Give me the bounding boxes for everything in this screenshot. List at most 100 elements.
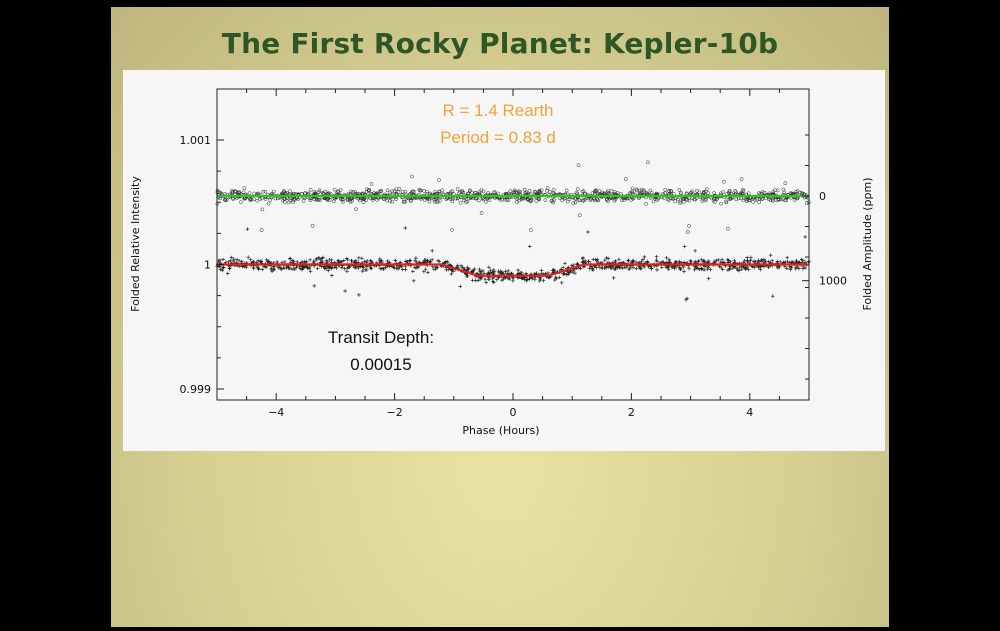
data-point	[329, 258, 334, 262]
data-point	[613, 267, 617, 271]
data-point	[507, 277, 511, 281]
data-point	[223, 198, 227, 202]
data-point	[218, 267, 223, 272]
data-point	[528, 228, 533, 232]
data-point	[702, 258, 706, 263]
data-point	[719, 201, 723, 206]
data-point	[667, 267, 671, 272]
data-point	[799, 190, 804, 195]
data-point	[432, 199, 437, 204]
data-point	[330, 265, 335, 269]
data-point	[560, 198, 565, 203]
data-point	[626, 258, 631, 263]
data-point	[745, 197, 750, 201]
data-point	[259, 228, 264, 232]
data-point	[427, 199, 432, 204]
data-point	[413, 259, 417, 263]
data-point	[460, 190, 465, 195]
data-point	[473, 278, 478, 283]
data-point	[369, 182, 374, 186]
data-point	[660, 260, 664, 264]
data-point	[450, 227, 454, 232]
data-point	[608, 265, 612, 270]
data-point	[559, 281, 564, 285]
data-point	[595, 257, 600, 262]
data-point	[317, 256, 321, 261]
data-point	[437, 189, 442, 194]
data-point	[316, 197, 321, 202]
data-point	[437, 189, 442, 194]
data-point	[308, 198, 313, 203]
data-point	[282, 189, 286, 193]
data-point	[434, 265, 439, 270]
data-point	[283, 191, 287, 195]
data-point	[298, 266, 302, 271]
data-point	[487, 265, 491, 270]
data-point	[804, 201, 809, 205]
data-point	[634, 266, 639, 271]
data-point	[229, 255, 234, 260]
data-point	[458, 284, 463, 289]
y-axis-title-left: Folded Relative Intensity	[129, 176, 142, 312]
data-point	[511, 190, 516, 195]
data-point	[412, 279, 416, 283]
data-point	[537, 190, 541, 195]
data-point	[727, 189, 732, 194]
data-point	[553, 275, 558, 279]
data-point	[484, 199, 488, 204]
data-point	[286, 266, 291, 270]
data-point	[465, 274, 470, 278]
data-point	[512, 189, 517, 194]
data-point	[649, 191, 654, 195]
data-point	[726, 226, 730, 231]
data-point	[651, 199, 656, 204]
data-point	[409, 174, 414, 179]
data-point	[390, 189, 395, 194]
data-point	[706, 259, 711, 263]
data-point	[567, 197, 572, 202]
data-point	[788, 267, 793, 272]
data-point	[714, 259, 719, 263]
data-point	[264, 265, 268, 270]
data-point	[581, 260, 586, 264]
data-point	[727, 266, 732, 271]
data-point	[737, 265, 742, 269]
data-point	[687, 224, 691, 228]
data-point	[265, 259, 270, 264]
data-point	[327, 198, 332, 202]
data-point	[774, 198, 779, 202]
data-point	[712, 191, 716, 195]
data-point	[394, 197, 398, 202]
data-point	[645, 259, 650, 264]
data-point	[506, 269, 510, 273]
data-point	[514, 200, 519, 205]
data-point	[436, 258, 440, 263]
slide-title: The First Rocky Planet: Kepler-10b	[221, 27, 779, 60]
data-point	[490, 277, 495, 281]
data-point	[580, 257, 585, 261]
data-point	[706, 276, 711, 281]
data-point	[370, 198, 375, 202]
data-point	[245, 227, 250, 231]
data-point	[323, 189, 328, 194]
data-point	[700, 196, 705, 201]
data-point	[604, 198, 609, 202]
data-point	[581, 198, 585, 203]
y-axis-title-right: Folded Amplitude (ppm)	[861, 177, 874, 310]
data-point	[629, 197, 634, 202]
data-point	[492, 190, 496, 195]
data-point	[483, 277, 487, 281]
data-point	[623, 177, 628, 181]
data-point	[674, 260, 678, 264]
data-point	[314, 258, 318, 262]
data-point	[745, 258, 750, 263]
data-point	[603, 258, 607, 262]
data-point	[258, 197, 262, 201]
data-point	[606, 188, 611, 193]
data-point	[783, 181, 788, 186]
data-point	[351, 190, 355, 194]
data-point	[682, 269, 686, 274]
data-point	[422, 188, 426, 193]
x-axis-title: Phase (Hours)	[462, 424, 539, 437]
data-point	[282, 200, 287, 204]
